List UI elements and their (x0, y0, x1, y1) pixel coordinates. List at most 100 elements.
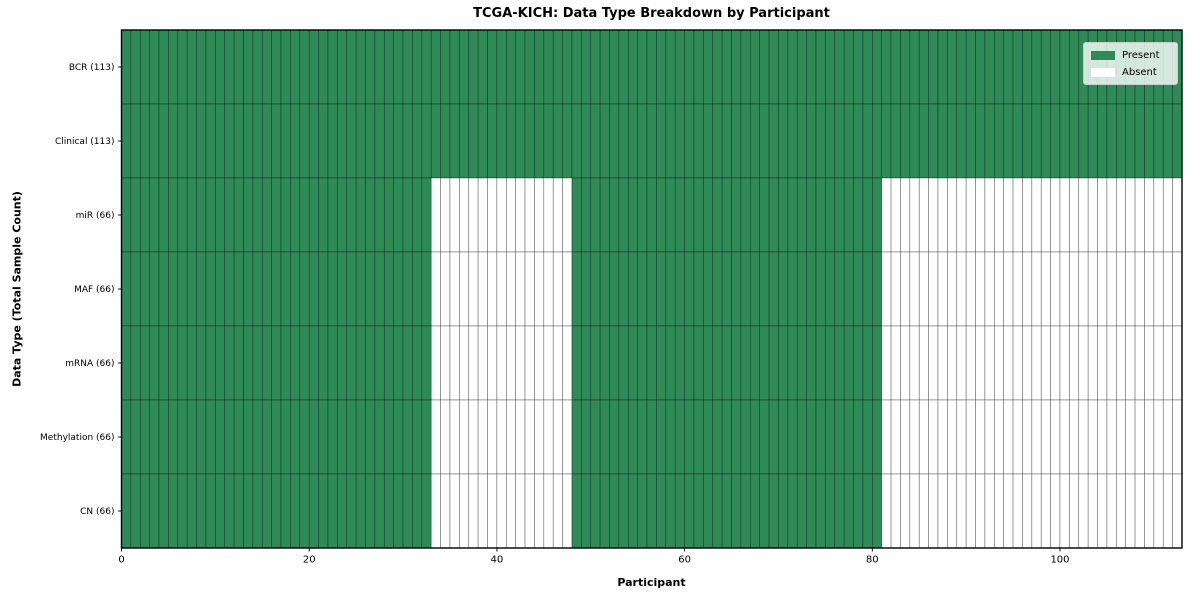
heatmap-cell (271, 325, 282, 401)
heatmap-cell (825, 103, 836, 179)
heatmap-cell (965, 325, 976, 401)
heatmap-cell (1134, 325, 1145, 401)
heatmap-cell (759, 473, 770, 549)
heatmap-cell (787, 325, 798, 401)
heatmap-cell (1003, 29, 1014, 105)
heatmap-cell (1040, 473, 1051, 549)
heatmap-cell (599, 399, 610, 475)
heatmap-cell (684, 103, 695, 179)
heatmap-cell (496, 29, 507, 105)
heatmap-cell (665, 399, 676, 475)
heatmap-cell (1050, 103, 1061, 179)
heatmap-cell (731, 29, 742, 105)
heatmap-cell (280, 29, 291, 105)
heatmap-cell (703, 251, 714, 327)
heatmap-cell (299, 473, 310, 549)
heatmap-cell (215, 251, 226, 327)
heatmap-cell (346, 103, 357, 179)
heatmap-cell (327, 473, 338, 549)
heatmap-cell (177, 177, 188, 253)
heatmap-cell (505, 473, 516, 549)
heatmap-cell (843, 177, 854, 253)
heatmap-cell (637, 325, 648, 401)
heatmap-cell (383, 473, 394, 549)
heatmap-cell (937, 103, 948, 179)
heatmap-cell (928, 177, 939, 253)
heatmap-cell (534, 473, 545, 549)
heatmap-cell (1059, 177, 1070, 253)
heatmap-cell (1069, 251, 1080, 327)
heatmap-cell (271, 473, 282, 549)
heatmap-cell (693, 29, 704, 105)
heatmap-cell (233, 177, 244, 253)
heatmap-cell (505, 325, 516, 401)
heatmap-cell (130, 177, 141, 253)
heatmap-cell (796, 251, 807, 327)
heatmap-cell (393, 29, 404, 105)
heatmap-cell (1069, 103, 1080, 179)
heatmap-cell (515, 177, 526, 253)
heatmap-cell (1069, 473, 1080, 549)
heatmap-cell (796, 473, 807, 549)
heatmap-cell (1059, 251, 1070, 327)
heatmap-cell (440, 325, 451, 401)
heatmap-cell (768, 177, 779, 253)
heatmap-cell (121, 29, 132, 105)
heatmap-cell (346, 29, 357, 105)
heatmap-cell (308, 103, 319, 179)
heatmap-cell (581, 251, 592, 327)
heatmap-cell (552, 103, 563, 179)
heatmap-cell (871, 399, 882, 475)
heatmap-cell (956, 29, 967, 105)
heatmap-cell (984, 473, 995, 549)
heatmap-cell (468, 103, 479, 179)
heatmap-cell (487, 251, 498, 327)
heatmap-cell (459, 473, 470, 549)
heatmap-cell (430, 473, 441, 549)
heatmap-cell (1040, 399, 1051, 475)
heatmap-cell (778, 399, 789, 475)
heatmap-cell (984, 251, 995, 327)
heatmap-cell (562, 399, 573, 475)
heatmap-cell (768, 251, 779, 327)
heatmap-cell (721, 473, 732, 549)
x-tick-label: 100 (1050, 555, 1069, 566)
heatmap-cell (374, 29, 385, 105)
heatmap-cell (712, 325, 723, 401)
heatmap-cell (299, 399, 310, 475)
heatmap-cell (177, 399, 188, 475)
heatmap-cell (186, 177, 197, 253)
heatmap-cell (1003, 177, 1014, 253)
heatmap-cell (271, 251, 282, 327)
heatmap-cell (947, 103, 958, 179)
heatmap-cell (1040, 177, 1051, 253)
heatmap-cell (440, 251, 451, 327)
heatmap-cell (1097, 103, 1108, 179)
heatmap-cell (393, 251, 404, 327)
heatmap-cell (271, 103, 282, 179)
heatmap-cell (280, 177, 291, 253)
heatmap-cell (543, 103, 554, 179)
heatmap-cell (815, 103, 826, 179)
heatmap-cell (1134, 399, 1145, 475)
heatmap-cell (346, 325, 357, 401)
heatmap-cell (139, 325, 150, 401)
heatmap-cell (721, 399, 732, 475)
heatmap-cell (1087, 251, 1098, 327)
heatmap-cell (1172, 399, 1183, 475)
heatmap-cell (928, 29, 939, 105)
heatmap-cell (215, 103, 226, 179)
heatmap-cell (759, 251, 770, 327)
heatmap-cell (158, 177, 169, 253)
heatmap-cell (993, 325, 1004, 401)
heatmap-cell (1003, 399, 1014, 475)
heatmap-cell (543, 325, 554, 401)
heatmap-cell (1106, 399, 1117, 475)
heatmap-cell (871, 103, 882, 179)
heatmap-cell (318, 325, 329, 401)
heatmap-cell (749, 103, 760, 179)
heatmap-cell (853, 251, 864, 327)
heatmap-cell (740, 29, 751, 105)
heatmap-cell (599, 473, 610, 549)
heatmap-cell (355, 29, 366, 105)
